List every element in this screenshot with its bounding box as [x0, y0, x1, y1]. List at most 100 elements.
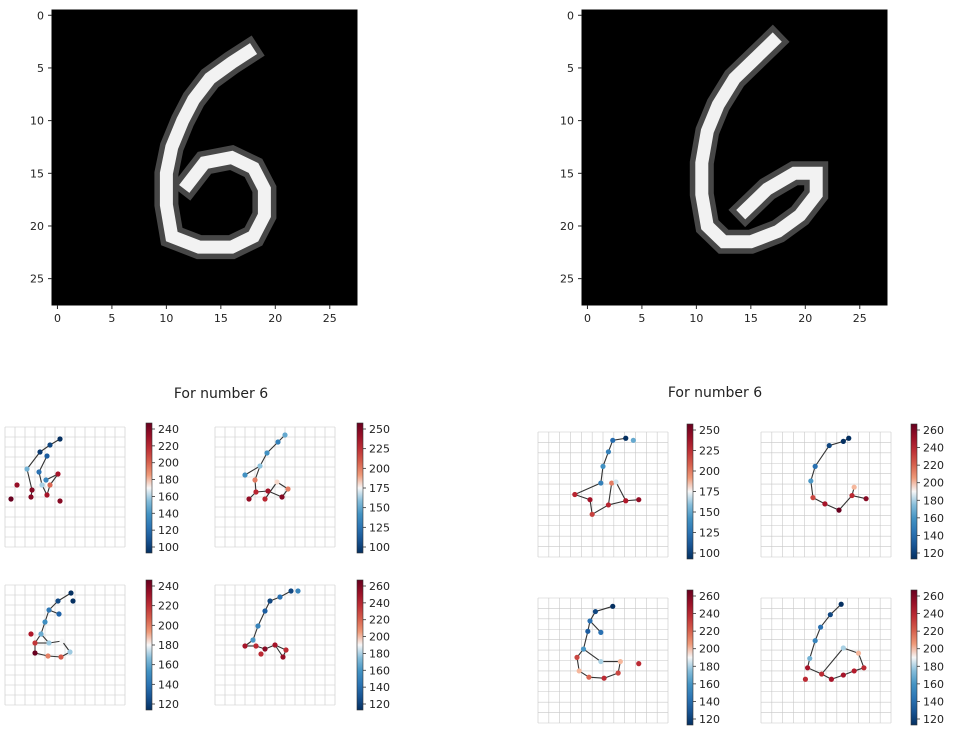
colorbar-tick-label: 120	[158, 524, 179, 537]
graph-node	[58, 654, 64, 660]
colorbar-tick-label: 200	[699, 465, 720, 478]
graph-node	[827, 612, 833, 618]
graph-node	[586, 674, 592, 680]
graph-node	[828, 676, 835, 682]
graph-node	[849, 492, 855, 499]
graph-node	[804, 665, 811, 671]
y-tick-label: 0	[37, 9, 44, 22]
graph-node	[32, 640, 38, 646]
x-tick-label: 10	[689, 312, 703, 325]
graph-node	[295, 588, 301, 594]
graph-node	[819, 671, 825, 677]
graph-node	[279, 494, 285, 500]
graph-edge	[264, 481, 278, 500]
graph-node	[45, 653, 51, 659]
graph-edge	[582, 631, 589, 650]
y-tick-label: 25	[560, 273, 574, 286]
graph-node	[242, 472, 248, 478]
colorbar-tick-label: 180	[699, 660, 720, 673]
graph-edge	[814, 445, 830, 467]
graph-node	[246, 496, 252, 502]
graph-node	[262, 646, 268, 652]
digit-stroke	[159, 43, 271, 254]
graph-node	[39, 482, 45, 488]
graph-edge	[591, 504, 609, 515]
graph-node	[37, 449, 43, 455]
graph-node	[264, 450, 270, 456]
graph-node	[57, 436, 63, 442]
colorbar-tick-label: 200	[923, 477, 944, 490]
colorbar-tick-label: 260	[699, 590, 720, 603]
graph-edge	[257, 610, 266, 627]
graph-node	[277, 594, 283, 600]
graph-edge	[838, 495, 853, 511]
graph-edge	[810, 480, 814, 498]
colorbar	[145, 422, 153, 554]
graph-node	[576, 668, 582, 674]
colorbar-tick-label: 200	[699, 643, 720, 656]
graph-node	[275, 439, 281, 445]
graph-edge	[574, 482, 602, 496]
colorbar-tick-label: 200	[158, 457, 179, 470]
graph-node	[68, 590, 74, 596]
x-tick-label: 5	[108, 312, 115, 325]
graph-node	[262, 496, 268, 502]
colorbar-tick-label: 160	[923, 512, 944, 525]
graph-node	[610, 437, 616, 443]
left-graph-title: For number 6	[174, 386, 268, 402]
graph-edge	[574, 493, 591, 501]
colorbar-tick-label: 150	[369, 502, 390, 515]
colorbar-tick-label: 120	[923, 713, 944, 726]
graph-node	[610, 603, 616, 609]
graph-node	[600, 463, 606, 469]
colorbar-tick-label: 220	[158, 440, 179, 453]
x-tick-label: 15	[214, 312, 228, 325]
colorbar-tick-label: 225	[699, 445, 720, 458]
graph-node	[605, 449, 612, 455]
colorbar-tick-label: 160	[923, 678, 944, 691]
graph-node	[242, 643, 248, 649]
graph-node	[598, 658, 604, 665]
graph-node	[42, 619, 48, 625]
y-tick-label: 20	[30, 220, 44, 233]
graph-panel-7	[537, 589, 696, 726]
y-tick-label: 10	[30, 115, 44, 128]
graph-edge	[843, 647, 859, 654]
x-tick-label: 10	[159, 312, 173, 325]
graph-node	[817, 624, 824, 630]
graph-node	[8, 496, 14, 502]
colorbar-tick-label: 225	[369, 443, 390, 456]
graph-node	[57, 498, 63, 504]
graph-node	[836, 507, 842, 513]
y-tick-label: 0	[567, 9, 574, 22]
graph-edge	[583, 648, 602, 662]
colorbar-tick-label: 150	[699, 506, 720, 519]
graph-node	[250, 637, 256, 643]
y-tick-label: 5	[567, 62, 574, 75]
colorbar-tick-label: 125	[369, 521, 390, 534]
graph-node	[840, 672, 846, 678]
graph-node	[636, 661, 642, 667]
graph-node	[630, 437, 636, 443]
graph-node	[38, 631, 44, 637]
colorbar-tick-label: 160	[699, 678, 720, 691]
colorbar-tick-label: 180	[158, 474, 179, 487]
graph-edge	[589, 620, 602, 633]
graph-panel-2	[214, 422, 366, 554]
graph-node	[812, 638, 818, 644]
graph-node	[262, 608, 268, 614]
colorbar-tick-label: 240	[699, 608, 720, 621]
graph-panel-8	[760, 589, 920, 726]
graph-node	[598, 629, 604, 635]
graph-edge	[38, 455, 48, 473]
graph-node	[615, 670, 621, 676]
colorbar-tick-label: 200	[923, 643, 944, 656]
graph-node	[32, 650, 38, 656]
graph-edge	[600, 466, 604, 484]
graph-node	[810, 495, 816, 501]
colorbar-tick-label: 140	[923, 529, 944, 542]
graph-node	[574, 654, 580, 660]
graph-panel-6	[760, 423, 920, 560]
graph-node	[70, 598, 76, 604]
colorbar-tick-label: 140	[369, 681, 390, 694]
